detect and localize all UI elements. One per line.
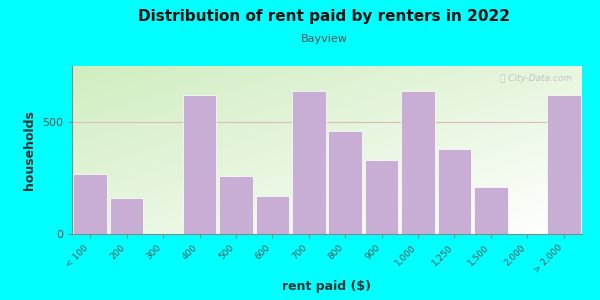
Text: Bayview: Bayview	[301, 34, 347, 44]
Bar	[73, 173, 107, 234]
Bar	[110, 198, 143, 234]
Bar	[401, 91, 435, 234]
Bar	[365, 160, 398, 234]
X-axis label: rent paid ($): rent paid ($)	[283, 280, 371, 293]
Bar	[183, 95, 216, 234]
Bar	[219, 176, 253, 234]
Y-axis label: households: households	[23, 110, 37, 190]
Bar	[328, 131, 362, 234]
Text: ⓘ City-Data.com: ⓘ City-Data.com	[500, 74, 572, 83]
Bar	[292, 91, 326, 234]
Bar	[547, 95, 581, 234]
Bar	[256, 196, 289, 234]
Bar	[474, 187, 508, 234]
Text: Distribution of rent paid by renters in 2022: Distribution of rent paid by renters in …	[138, 9, 510, 24]
Bar	[438, 149, 471, 234]
